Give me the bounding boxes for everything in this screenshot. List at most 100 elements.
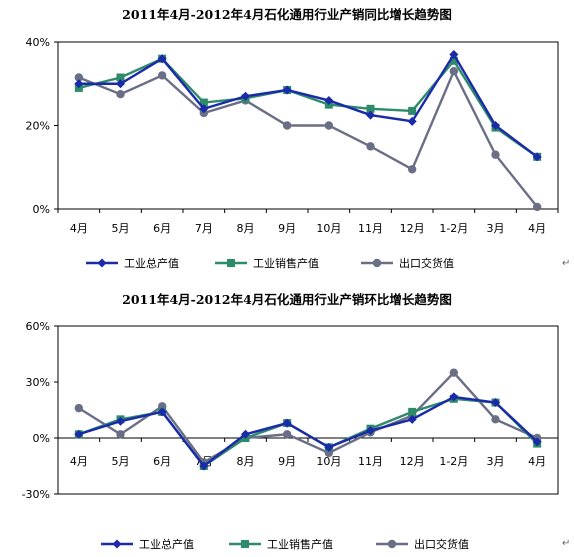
x-tick-label: 4月 [528,455,546,468]
data-point-2 [449,368,459,377]
legend-label: 工业总产值 [124,256,179,270]
data-point-2 [74,403,84,413]
data-point-0 [324,442,334,452]
y-tick-label: 20% [26,120,50,133]
data-point-0 [199,104,209,114]
data-point-1 [366,104,375,113]
x-tick-label: 10月 [316,455,341,468]
x-tick-label: 10月 [316,222,341,235]
y-tick-label: 30% [26,376,50,389]
data-point-0 [491,398,500,408]
data-point-0 [324,95,334,105]
data-point-0 [366,110,375,120]
x-tick-label: 1-2月 [439,455,468,468]
data-point-0 [282,85,292,95]
data-point-0 [74,79,84,89]
data-point-0 [449,50,459,60]
data-point-0 [532,437,542,447]
data-point-0 [532,152,542,162]
series-line-0 [78,52,538,158]
legend-marker [97,258,107,268]
x-tick-label: 3月 [487,455,505,468]
data-point-2 [366,142,375,151]
data-point-0 [282,418,292,428]
legend-label: 工业总产值 [139,537,194,551]
x-tick-label: 4月 [528,222,546,235]
data-point-0 [449,392,459,402]
data-point-1 [449,56,458,65]
series-line-2 [78,370,538,464]
data-point-2 [449,67,459,76]
legend-label: 工业销售产值 [267,537,333,551]
legend-label: 工业销售产值 [253,256,319,270]
x-tick-label: 7月 [195,222,213,235]
data-point-2 [116,430,125,439]
data-point-2 [491,415,500,424]
data-point-2 [116,89,125,99]
data-point-0 [407,414,417,424]
x-tick-label: 1-2月 [439,222,468,235]
legend-marker [372,258,382,268]
series-line-2 [78,68,539,208]
x-tick-label: 8月 [237,455,255,468]
data-point-2 [74,73,84,82]
legend-marker [227,259,235,267]
series-line-1 [78,397,539,468]
legend-label: 出口交货值 [399,256,454,270]
data-point-0 [157,407,167,417]
data-point-1 [199,98,208,107]
data-point-2 [282,121,292,130]
data-point-2 [282,430,292,439]
data-point-2 [407,165,417,174]
x-tick-label: 11月 [358,455,383,468]
data-point-0 [407,116,417,126]
return-mark-1: ↵ [562,258,571,269]
data-point-0 [241,91,250,101]
x-tick-label: 4月 [70,222,88,235]
x-tick-label: 6月 [153,222,171,235]
x-tick-label: 11月 [358,222,383,235]
data-point-0 [116,79,125,89]
y-tick-label: 0% [33,432,50,445]
data-point-0 [366,426,375,436]
x-tick-label: 5月 [112,222,130,235]
legend-marker [387,539,397,549]
chart-title-yoy: 2011年4月-2012年4月石化通用行业产销同比增长趋势图 [122,7,452,22]
y-tick-label: 60% [26,320,50,333]
data-point-2 [532,202,542,212]
y-tick-label: 0% [33,203,50,216]
data-point-0 [74,429,84,439]
data-point-0 [116,416,125,426]
x-tick-label: 9月 [278,222,296,235]
chart-yoy: 0% 20% 40% 4月 5月 6月 7月 8月 9月 10月 11月 12月 1-2月 3月 4月工业总… [26,36,559,270]
x-tick-label: 4月 [70,455,88,468]
y-tick-label: 40% [26,36,50,49]
data-point-2 [324,121,334,130]
data-point-0 [241,429,250,439]
x-tick-label: 12月 [400,455,425,468]
legend-marker [112,539,122,549]
chart-title-mom: 2011年4月-2012年4月石化通用行业产销环比增长趋势图 [122,292,452,307]
x-tick-label: 3月 [487,222,505,235]
data-point-1 [408,407,417,416]
x-tick-label: 9月 [278,455,296,468]
data-point-1 [116,73,125,82]
return-mark-2: ↵ [562,538,571,549]
series-line-1 [78,57,538,158]
data-point-2 [157,71,167,80]
legend-marker [241,540,249,548]
data-point-0 [199,461,209,471]
legend-label: 出口交货值 [414,537,469,551]
data-point-0 [491,121,500,130]
data-point-0 [157,54,167,64]
x-tick-label: 12月 [400,222,425,235]
y-tick-label: -30% [22,488,50,501]
x-tick-label: 5月 [112,455,130,468]
chart-mom: -30%0%30%60%4月5月6月7月8月9月10月11月12月1-2月3月4… [22,320,559,551]
series-line-0 [78,395,538,468]
plot-frame [57,325,559,495]
x-tick-label: 8月 [237,222,255,235]
x-tick-label: 6月 [153,455,171,468]
data-point-2 [491,150,500,159]
data-point-1 [408,106,417,115]
